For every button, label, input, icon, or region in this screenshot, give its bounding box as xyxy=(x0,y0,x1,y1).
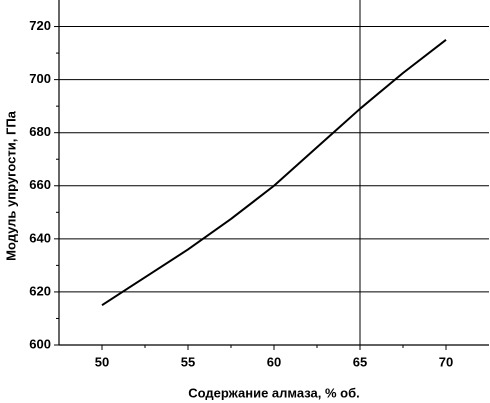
y-tick-label: 660 xyxy=(29,177,51,192)
y-tick-label: 600 xyxy=(29,336,51,351)
x-tick-label: 60 xyxy=(267,354,281,369)
y-axis-label: Модуль упругости, ГПа xyxy=(3,110,18,261)
line xyxy=(101,39,447,307)
y-tick-label: 700 xyxy=(29,71,51,86)
y-tick-label: 640 xyxy=(29,230,51,245)
x-tick-label: 50 xyxy=(95,354,109,369)
y-tick-label: 680 xyxy=(29,124,51,139)
x-tick-label: 55 xyxy=(181,354,195,369)
y-tick-label: 720 xyxy=(29,18,51,33)
x-tick-label: 65 xyxy=(353,354,367,369)
y-tick-label: 620 xyxy=(29,283,51,298)
x-tick-label: 70 xyxy=(439,354,453,369)
x-axis-label: Содержание алмаза, % об. xyxy=(188,385,360,400)
